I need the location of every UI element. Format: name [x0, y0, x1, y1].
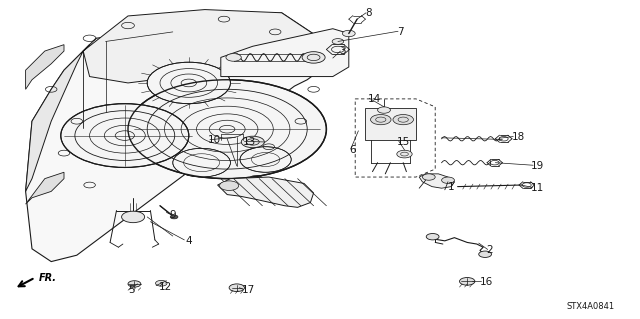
Circle shape — [460, 278, 475, 285]
Text: 5: 5 — [128, 285, 134, 295]
Circle shape — [479, 251, 492, 257]
Circle shape — [393, 115, 413, 125]
FancyBboxPatch shape — [365, 108, 416, 140]
Text: 10: 10 — [208, 135, 221, 145]
Text: 6: 6 — [349, 145, 355, 155]
Polygon shape — [419, 174, 454, 188]
Circle shape — [220, 181, 239, 190]
Text: 1: 1 — [448, 182, 454, 192]
Circle shape — [61, 104, 189, 167]
Circle shape — [241, 136, 264, 148]
Polygon shape — [83, 10, 320, 83]
Circle shape — [378, 107, 390, 113]
Circle shape — [397, 150, 412, 158]
Circle shape — [226, 54, 241, 61]
Circle shape — [302, 52, 325, 63]
Text: 18: 18 — [512, 132, 525, 142]
Circle shape — [173, 148, 230, 177]
Circle shape — [240, 147, 291, 172]
Text: 12: 12 — [159, 282, 172, 292]
Circle shape — [442, 177, 454, 183]
Circle shape — [122, 211, 145, 223]
Text: 4: 4 — [186, 236, 192, 246]
Polygon shape — [26, 45, 90, 191]
Circle shape — [426, 234, 439, 240]
Text: 19: 19 — [531, 161, 545, 171]
Polygon shape — [26, 13, 326, 262]
Text: 7: 7 — [397, 27, 403, 37]
Polygon shape — [26, 172, 64, 204]
Text: 8: 8 — [365, 8, 371, 18]
Polygon shape — [218, 177, 314, 207]
Circle shape — [371, 115, 391, 125]
Text: 15: 15 — [397, 137, 410, 147]
Circle shape — [128, 80, 326, 179]
Polygon shape — [26, 45, 64, 89]
Text: 17: 17 — [242, 285, 255, 295]
Text: 9: 9 — [170, 210, 176, 220]
Circle shape — [170, 215, 178, 219]
Text: 11: 11 — [531, 183, 545, 193]
Circle shape — [147, 62, 230, 104]
Circle shape — [156, 280, 167, 286]
Circle shape — [342, 30, 355, 37]
Text: 14: 14 — [368, 94, 381, 104]
Text: FR.: FR. — [38, 273, 56, 283]
Text: 2: 2 — [486, 245, 493, 256]
Circle shape — [332, 39, 344, 44]
Text: 3: 3 — [339, 46, 346, 56]
Circle shape — [229, 284, 244, 292]
Text: STX4A0841: STX4A0841 — [566, 302, 614, 311]
Circle shape — [128, 281, 141, 287]
Circle shape — [422, 174, 435, 180]
Text: 13: 13 — [243, 137, 257, 147]
Text: 16: 16 — [480, 277, 493, 287]
Polygon shape — [221, 29, 349, 77]
